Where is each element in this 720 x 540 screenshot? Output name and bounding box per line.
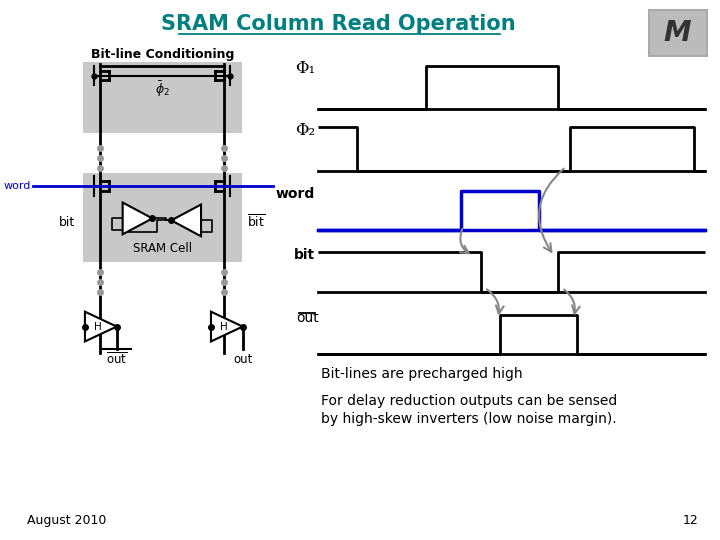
Text: by high-skew inverters (low noise margin).: by high-skew inverters (low noise margin… xyxy=(321,412,617,426)
Text: August 2010: August 2010 xyxy=(27,514,107,526)
Text: word: word xyxy=(4,181,32,191)
Text: out: out xyxy=(296,310,318,325)
Text: For delay reduction outputs can be sensed: For delay reduction outputs can be sense… xyxy=(321,394,617,408)
Text: Φ₁: Φ₁ xyxy=(295,60,315,77)
Text: bit: bit xyxy=(294,248,315,262)
Polygon shape xyxy=(171,205,201,237)
Polygon shape xyxy=(211,312,243,341)
Text: SRAM Column Read Operation: SRAM Column Read Operation xyxy=(161,14,516,34)
Text: out: out xyxy=(233,353,253,366)
Text: $\overline{\rm bit}$: $\overline{\rm bit}$ xyxy=(248,214,266,231)
Text: M: M xyxy=(664,19,691,47)
Polygon shape xyxy=(122,202,153,234)
Text: word: word xyxy=(276,187,315,200)
Text: H: H xyxy=(94,321,102,332)
FancyBboxPatch shape xyxy=(83,173,242,262)
Polygon shape xyxy=(85,312,117,341)
Text: Bit-lines are precharged high: Bit-lines are precharged high xyxy=(321,367,523,381)
Text: $\overline{\rm out}$: $\overline{\rm out}$ xyxy=(106,352,127,367)
Text: SRAM Cell: SRAM Cell xyxy=(132,242,192,255)
Text: $\bar{\phi}_2$: $\bar{\phi}_2$ xyxy=(155,79,170,99)
Text: Φ₂: Φ₂ xyxy=(295,122,315,139)
Text: H: H xyxy=(220,321,228,332)
FancyBboxPatch shape xyxy=(83,62,242,133)
Text: bit: bit xyxy=(59,216,75,229)
Text: Bit-line Conditioning: Bit-line Conditioning xyxy=(91,48,234,61)
Text: 12: 12 xyxy=(683,514,698,526)
FancyBboxPatch shape xyxy=(649,10,707,56)
